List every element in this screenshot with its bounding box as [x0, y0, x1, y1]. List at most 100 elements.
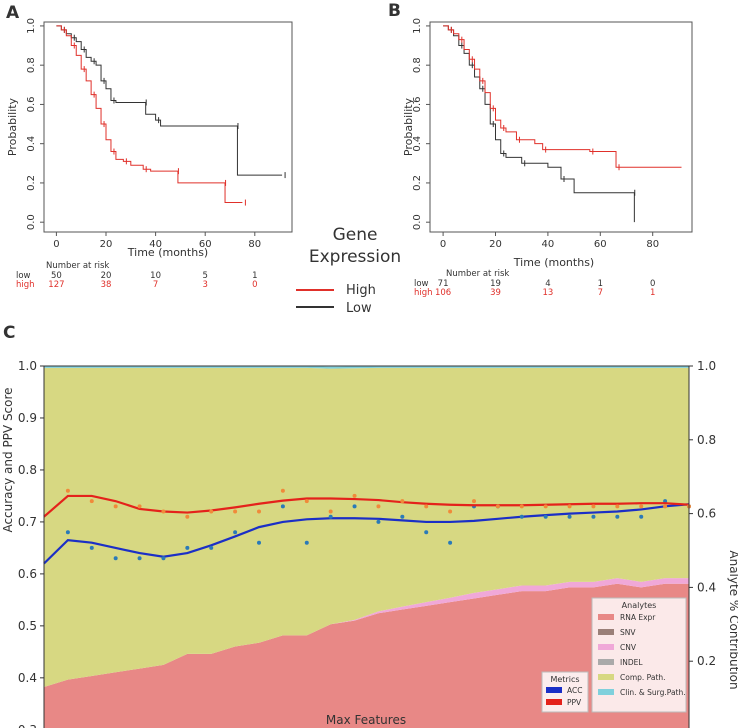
risk-count: 1 [650, 288, 655, 298]
risk-count: 20 [101, 271, 112, 281]
metric-point-ppv [400, 499, 405, 504]
km-y-tick-label: 0.4 [26, 136, 37, 152]
km-a-frame [43, 21, 293, 233]
risk-count: 39 [490, 288, 501, 298]
panel-c-y-tick-label: 0.8 [18, 463, 37, 477]
km-y-tick-label: 0.2 [412, 175, 423, 191]
metric-point-ppv [376, 504, 381, 509]
km-a-ticks: 0 20 40 60 80 0.0 0.2 0.4 0.6 0.8 1.0 [26, 18, 261, 250]
analytes-legend-swatch [598, 644, 614, 650]
metric-point-acc [424, 530, 429, 535]
metrics-legend-label: ACC [567, 686, 582, 695]
panel-c-y-right-tick-label: 0.2 [697, 654, 716, 668]
metric-point-acc [161, 556, 166, 561]
metric-point-ppv [352, 493, 357, 498]
metric-point-acc [615, 514, 620, 519]
analytes-legend-label: CNV [620, 643, 637, 652]
analytes-legend-swatch [598, 674, 614, 680]
analytes-legend-title: Analytes [622, 601, 657, 610]
metric-lines [43, 488, 691, 565]
km-b-curves [443, 25, 682, 223]
metric-point-ppv [639, 504, 644, 509]
panel-c-y-tick-label: 0.6 [18, 567, 37, 581]
risk-count: 1 [598, 279, 603, 289]
metric-point-acc [639, 514, 644, 519]
area-layer-rna-expr [44, 583, 689, 728]
metric-point-acc [352, 504, 357, 509]
km-x-tick-label: 60 [594, 239, 607, 250]
gene-expression-legend: Gene Expression High Low [296, 225, 401, 316]
gene-legend-low-label: Low [346, 301, 372, 316]
risk-count: 127 [48, 280, 64, 290]
metric-point-acc [209, 545, 214, 550]
metric-point-acc [257, 540, 261, 545]
analytes-legend-label: RNA Expr [620, 613, 656, 622]
panel-c-y-tick-label: 0.4 [18, 671, 37, 685]
panel-c-y-tick-label: 0.9 [18, 411, 37, 425]
analytes-legend-label: INDEL [620, 658, 643, 667]
metric-point-acc [376, 519, 381, 524]
metric-point-ppv [495, 504, 500, 509]
km-curve-high [56, 25, 243, 204]
analytes-legend-swatch [598, 689, 614, 695]
km-x-tick-label: 0 [440, 239, 446, 250]
area-layer-clin-surg-path- [44, 366, 689, 369]
metric-point-ppv [280, 488, 285, 493]
metrics-legend-label: PPV [567, 698, 582, 707]
gene-legend-title-2: Expression [309, 247, 401, 267]
risk-count: 3 [202, 280, 207, 290]
metric-point-ppv [185, 514, 190, 519]
area-panel-c: 1016263353871412303756109921266206033530… [1, 359, 738, 728]
km-a-risk-table: Number at risk low 50 20 10 5 1 high 127 38 7 3 0 [16, 261, 258, 290]
metric-point-acc [304, 540, 309, 545]
metric-point-acc [519, 514, 524, 519]
risk-count: 0 [650, 279, 655, 289]
panel-c-ticks: 1016263353871412303756109921266206033530… [18, 359, 716, 728]
risk-count: 1 [252, 271, 257, 281]
km-b-xlabel: Time (months) [513, 256, 594, 269]
risk-count: 10 [150, 271, 161, 281]
risk-row-label: high [16, 280, 35, 290]
metric-point-acc [113, 556, 118, 561]
panel-label-b: B [388, 1, 401, 21]
metric-point-acc [185, 545, 190, 550]
metrics-legend-swatch [546, 699, 562, 705]
analytes-legend-swatch [598, 659, 614, 665]
metric-point-ppv [89, 499, 94, 504]
panel-c-y-tick-label: 0.7 [18, 515, 37, 529]
metric-point-ppv [472, 499, 476, 504]
panel-c-ylabel: Accuracy and PPV Score [1, 387, 15, 532]
risk-count: 106 [435, 288, 451, 298]
km-b-ticks: 0 20 40 60 80 0.0 0.2 0.4 0.6 0.8 1.0 [412, 18, 659, 250]
gene-legend-high-label: High [346, 283, 376, 298]
metric-point-ppv [137, 504, 142, 509]
km-x-tick-label: 80 [646, 239, 659, 250]
metric-point-ppv [519, 504, 524, 509]
risk-count: 13 [542, 288, 553, 298]
km-y-tick-label: 1.0 [412, 18, 423, 34]
risk-count: 5 [202, 271, 207, 281]
metric-point-acc [233, 530, 238, 535]
risk-count: 7 [153, 280, 158, 290]
km-y-tick-label: 0.0 [412, 214, 423, 230]
risk-row-label: high [414, 288, 433, 298]
km-y-tick-label: 0.6 [26, 96, 37, 112]
metric-point-ppv [113, 504, 118, 509]
metric-point-acc [89, 545, 94, 550]
km-panel-b: Probability Time (months) 0 20 40 60 800.00.… [402, 18, 693, 298]
panel-c-y-right-tick-label: 0.6 [697, 507, 716, 521]
metric-line-acc [43, 503, 690, 565]
km-a-curves [56, 25, 286, 206]
panel-c-y-tick-label: 0.5 [18, 619, 37, 633]
km-x-tick-label: 20 [489, 239, 502, 250]
km-y-tick-label: 1.0 [26, 18, 37, 34]
risk-count: 4 [545, 279, 550, 289]
metric-point-ppv [65, 488, 70, 493]
metric-point-acc [137, 556, 142, 561]
panel-label-a: A [6, 3, 20, 23]
metric-point-ppv [257, 509, 261, 514]
metric-point-ppv [448, 509, 453, 514]
risk-count: 71 [438, 279, 449, 289]
